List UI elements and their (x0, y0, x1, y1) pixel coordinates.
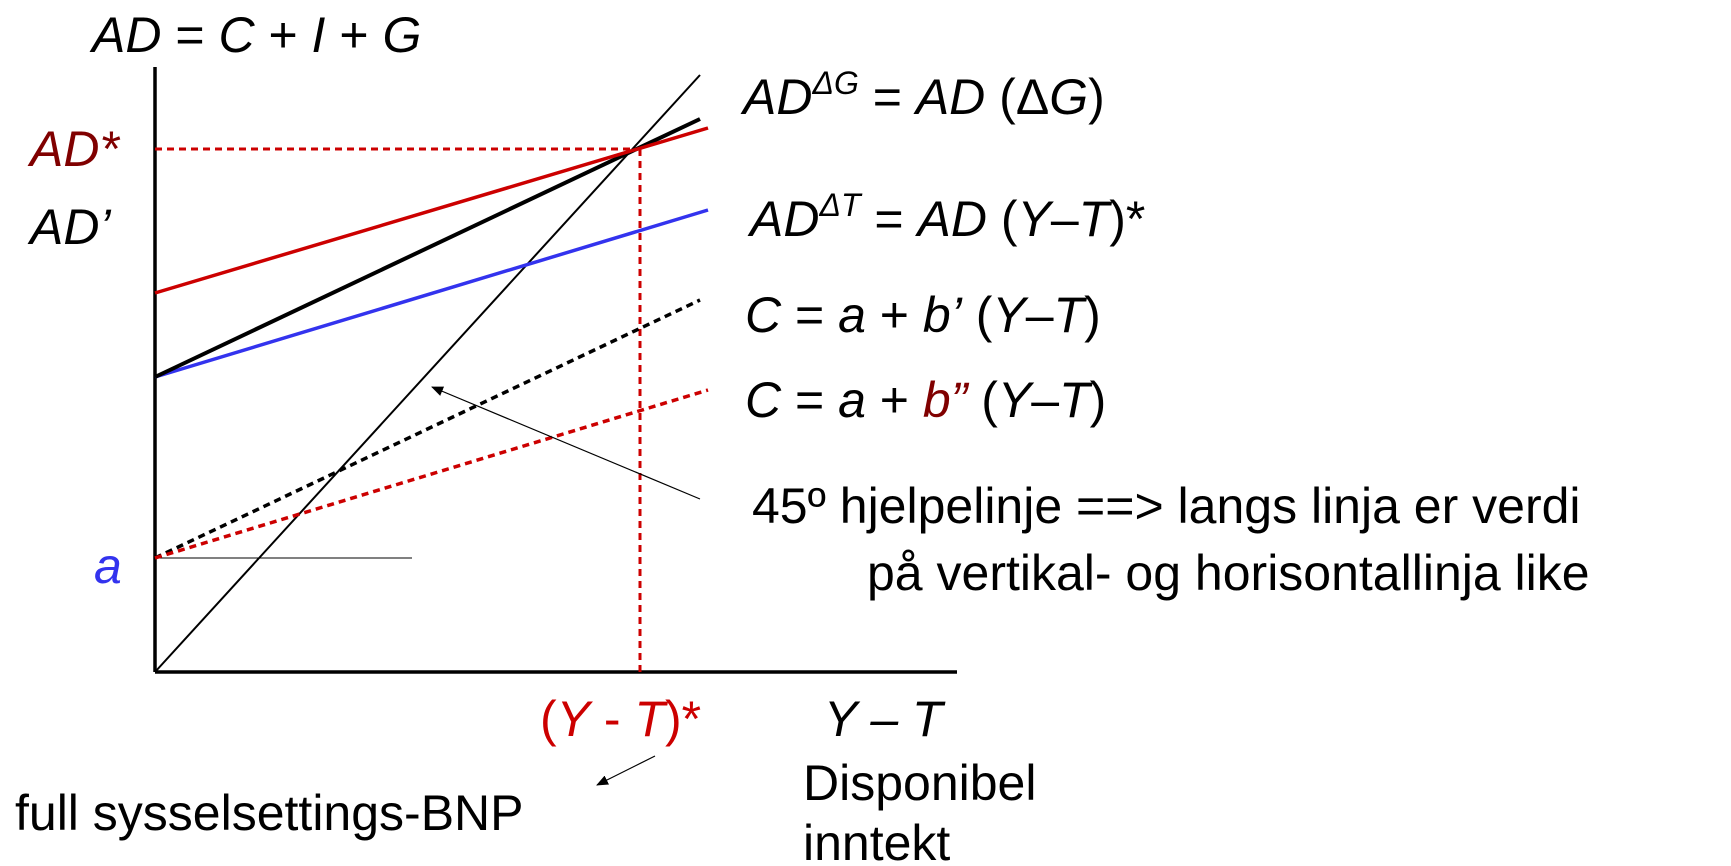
ad-prime-label: AD’ (27, 199, 111, 255)
full-employment-label: full sysselsettings-BNP (15, 785, 524, 841)
ad-prime-line (154, 117, 701, 379)
ad-delta-g-line (154, 126, 709, 295)
consumption-line-b-double-prime (154, 388, 709, 560)
x-axis-sublabel-line1: Disponibel (803, 755, 1036, 811)
ad-star-label: AD* (27, 121, 120, 177)
consumption-b-prime-label: C = a + b’ (Y–T) (745, 287, 1101, 343)
ad-delta-t-label: ADΔT = AD (Y–T)* (747, 187, 1145, 247)
helper-line-annotation-line1: 45º hjelpelinje ==> langs linja er verdi (752, 478, 1581, 534)
helper-line-annotation-line2: på vertikal- og horisontallinja like (867, 545, 1590, 601)
yt-star-label: (Y - T)* (540, 691, 701, 747)
y-axis-label: AD = C + I + G (89, 7, 421, 63)
ad-delta-g-label: ADΔG = AD (ΔG) (740, 65, 1105, 125)
forty-five-degree-line (154, 74, 701, 673)
full-employment-arrow (596, 755, 656, 786)
a-label: a (94, 538, 122, 594)
consumption-line-b-prime (154, 298, 701, 560)
ad-delta-t-line (154, 208, 709, 379)
x-axis-label: Y – T (824, 691, 946, 747)
x-axis-sublabel-line2: inntekt (803, 815, 950, 866)
helper-line-arrow (431, 386, 701, 500)
consumption-b-double-prime-label: C = a + b” (Y–T) (745, 372, 1106, 428)
